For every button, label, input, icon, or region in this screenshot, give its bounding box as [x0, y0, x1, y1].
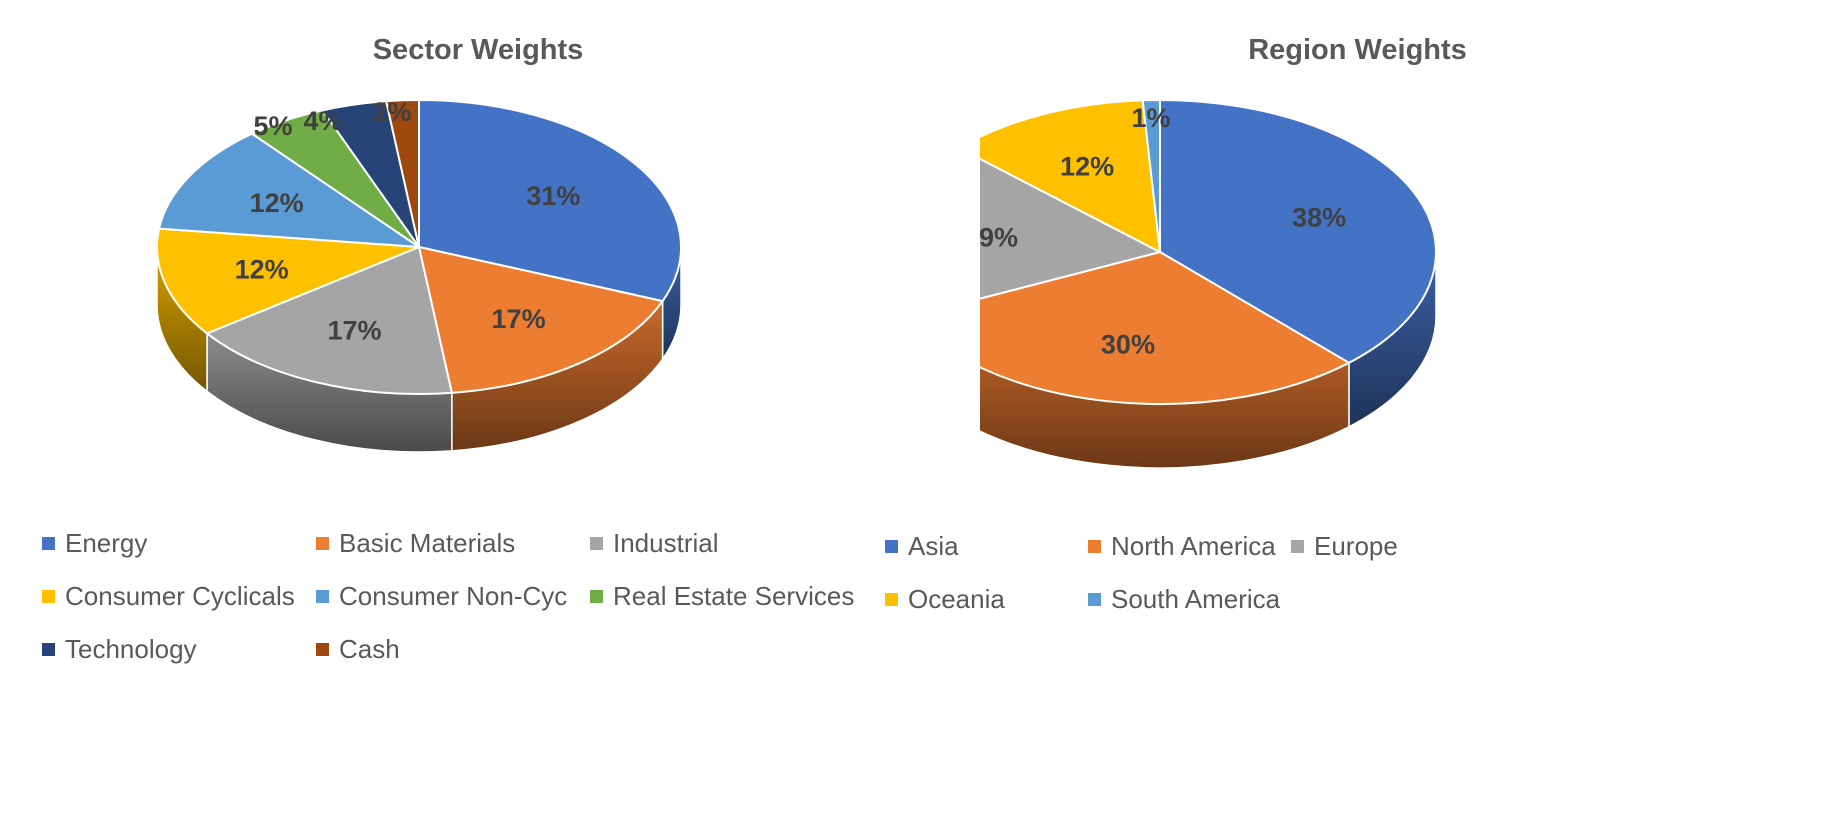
legend-item-consumer-non-cyc: Consumer Non-Cyc: [316, 581, 567, 611]
legend-item-north-america: North America: [1088, 531, 1276, 561]
data-labels: 38% 30% 19% 12% 1%: [980, 103, 1346, 360]
legend-label: South America: [1111, 584, 1281, 614]
legend-item-industrial: Industrial: [590, 528, 719, 558]
pie-side-walls: [156, 246, 682, 453]
legend-label: Oceania: [908, 584, 1005, 614]
data-label-cash: 2%: [372, 97, 411, 127]
pie-slice-consumer-cyclicals: [156, 227, 420, 335]
legend-item-real-estate-services: Real Estate Services: [590, 581, 854, 611]
legend-swatch: [1088, 592, 1101, 606]
legend-label: North America: [1111, 531, 1276, 561]
pie-slice-south-america: [1141, 98, 1161, 253]
legend-swatch: [42, 589, 55, 603]
legend-label: Basic Materials: [339, 528, 516, 558]
legend-swatch: [42, 642, 55, 656]
data-label-industrial: 17%: [327, 316, 381, 346]
legend-label: Europe: [1314, 531, 1398, 561]
region-pie-chart: 38% 30% 19% 12% 1%: [980, 98, 1437, 469]
data-label-asia: 38%: [1292, 202, 1346, 232]
chart-title: Sector Weights: [372, 34, 584, 66]
data-label-real-estate-services: 5%: [253, 111, 292, 141]
legend-swatch: [885, 592, 898, 606]
legend-label: Asia: [908, 531, 959, 561]
legend-item-europe: Europe: [1291, 531, 1398, 561]
legend-item-basic-materials: Basic Materials: [316, 528, 515, 558]
data-label-technology: 4%: [303, 106, 342, 136]
legend-swatch: [1088, 539, 1101, 553]
legend-label: Consumer Cyclicals: [65, 581, 295, 611]
legend-label: Energy: [65, 528, 148, 558]
pie-slice-europe: [980, 157, 1163, 300]
pie-top: [980, 98, 1437, 405]
legend-swatch: [316, 536, 329, 550]
legend-item-south-america: South America: [1088, 584, 1280, 614]
chart-title: Region Weights: [1248, 34, 1467, 66]
pie-top: [156, 98, 682, 395]
legend-swatch: [1291, 539, 1304, 553]
legend-swatch: [316, 642, 329, 656]
legend-item-cash: Cash: [316, 634, 400, 664]
legend-item-energy: Energy: [42, 528, 147, 558]
data-label-north-america: 30%: [1101, 330, 1155, 360]
legend-item-consumer-cyclicals: Consumer Cyclicals: [42, 581, 295, 611]
pie-slice-consumer-non-cyc: [157, 132, 423, 249]
data-label-energy: 31%: [526, 181, 580, 211]
legend-swatch: [42, 536, 55, 550]
data-labels: 31% 17% 17% 12% 12% 5% 4% 2%: [235, 97, 581, 346]
legend-label: Cash: [339, 634, 400, 664]
data-label-europe: 19%: [980, 222, 1018, 252]
pie-slice-asia: [1159, 98, 1437, 364]
pie-slice-energy: [418, 98, 682, 303]
legend-item-oceania: Oceania: [885, 584, 1005, 614]
legend-label: Technology: [65, 634, 197, 664]
data-label-consumer-cyclicals: 12%: [235, 255, 289, 285]
legend-label: Industrial: [613, 528, 719, 558]
region-weights-panel: Region Weights 38% 30% 19% 12% 1% Asia North …: [885, 0, 1831, 818]
legend-label: Real Estate Services: [613, 581, 855, 611]
pie-slice-cash: [384, 98, 420, 248]
sector-pie-chart: 31% 17% 17% 12% 12% 5% 4% 2%: [156, 97, 682, 453]
legend-swatch: [590, 536, 603, 550]
data-label-consumer-non-cyc: 12%: [250, 188, 304, 218]
data-label-south-america: 1%: [1131, 103, 1170, 133]
legend-item-technology: Technology: [42, 634, 197, 664]
pie-slice-north-america: [980, 250, 1352, 405]
pie-slice-oceania: [980, 99, 1162, 254]
data-label-basic-materials: 17%: [492, 304, 546, 334]
legend-item-asia: Asia: [885, 531, 959, 561]
pie-slice-basic-materials: [417, 245, 665, 394]
pie-slice-industrial: [205, 245, 454, 395]
legend-swatch: [590, 589, 603, 603]
legend-swatch: [316, 589, 329, 603]
data-label-oceania: 12%: [1060, 152, 1114, 182]
sector-weights-panel: Sector Weights 31% 17% 17% 12% 12% 5% 4% 2% Ene…: [42, 34, 854, 664]
legend-swatch: [885, 539, 898, 553]
legend-label: Consumer Non-Cyc: [339, 581, 568, 611]
